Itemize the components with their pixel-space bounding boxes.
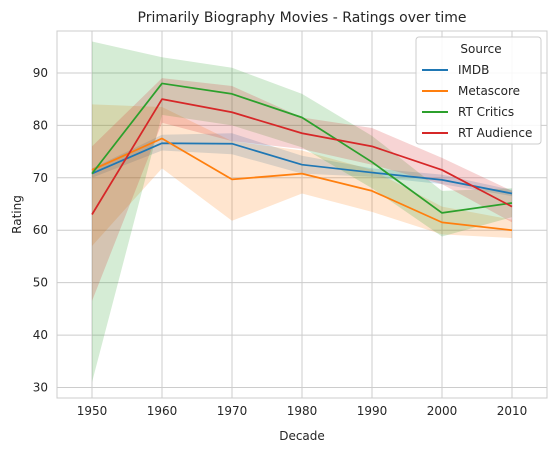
x-tick-label: 1980	[287, 404, 318, 418]
rt-audience-line	[91, 98, 513, 215]
metascore-band	[92, 104, 512, 246]
legend: Source IMDB Metascore RT Critics RT Audienc…	[415, 36, 542, 145]
legend-label-imdb: IMDB	[458, 63, 489, 77]
x-tick-label: 1970	[217, 404, 248, 418]
imdb-line	[91, 142, 513, 195]
x-tick-labels: 1950 1960 1970 1980 1990 2000 2010	[77, 404, 528, 418]
x-tick-label: 2000	[427, 404, 458, 418]
series-lines	[91, 82, 513, 232]
x-tick-label: 1950	[77, 404, 108, 418]
x-tick-label: 1960	[147, 404, 178, 418]
y-tick-labels: 30 40 50 60 70 80 90	[33, 66, 48, 395]
legend-title: Source	[460, 42, 501, 56]
legend-label-rt-critics: RT Critics	[458, 105, 514, 119]
rt-critics-band	[92, 41, 512, 383]
y-tick-label: 40	[33, 328, 48, 342]
rt-critics-line	[91, 82, 513, 214]
y-tick-label: 30	[33, 381, 48, 395]
y-axis-label: Rating	[10, 195, 24, 234]
legend-label-metascore: Metascore	[458, 84, 520, 98]
y-tick-label: 60	[33, 223, 48, 237]
y-tick-label: 80	[33, 118, 48, 132]
rt-audience-band	[92, 78, 512, 302]
legend-box	[415, 36, 542, 145]
x-tick-label: 2010	[497, 404, 528, 418]
y-tick-label: 90	[33, 66, 48, 80]
x-tick-label: 1990	[357, 404, 388, 418]
chart-title: Primarily Biography Movies - Ratings ove…	[138, 10, 467, 26]
plot-frame	[56, 30, 548, 399]
y-tick-label: 70	[33, 171, 48, 185]
y-tick-label: 50	[33, 276, 48, 290]
x-axis-label: Decade	[279, 429, 325, 443]
metascore-line	[91, 137, 513, 232]
legend-label-rt-audience: RT Audience	[458, 126, 532, 140]
